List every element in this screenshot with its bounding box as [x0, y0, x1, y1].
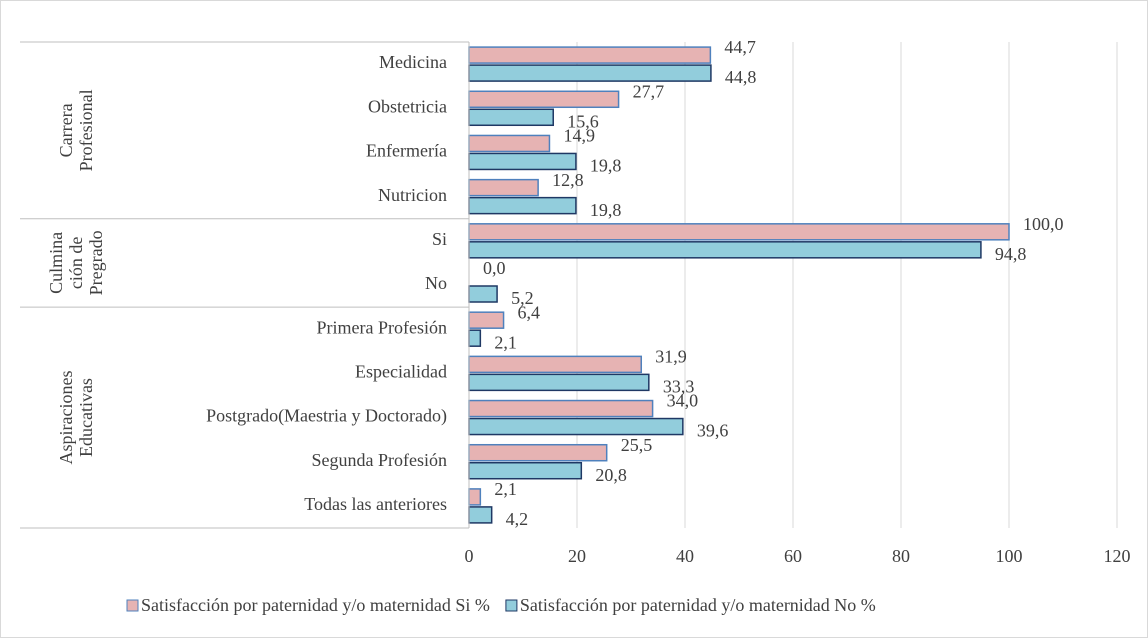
bar	[468, 329, 482, 347]
value-label: 12,8	[552, 170, 584, 190]
value-label: 4,2	[506, 509, 529, 529]
bar	[468, 373, 650, 392]
group-label-line: Aspiraciones	[56, 371, 76, 465]
group-label-line: Culmina	[46, 232, 66, 294]
bar	[468, 506, 493, 524]
bar	[468, 64, 712, 82]
bar	[468, 178, 539, 197]
x-tick-label: 120	[1104, 546, 1131, 566]
y-tick-label: Obstetricia	[368, 96, 447, 116]
value-label: 44,7	[724, 37, 756, 57]
value-label: 19,8	[590, 200, 622, 220]
y-tick-label: Segunda Profesión	[312, 450, 447, 470]
y-tick-label: Nutricion	[378, 185, 447, 205]
bar	[468, 355, 643, 374]
value-label: 39,6	[697, 421, 729, 441]
value-label: 31,9	[655, 346, 687, 366]
group-label-line: Profesional	[76, 89, 96, 171]
bar	[468, 90, 620, 109]
bar	[468, 134, 551, 153]
value-label: 100,0	[1023, 214, 1064, 234]
group-label: AspiracionesEducativas	[56, 371, 96, 465]
value-label: 34,0	[667, 391, 699, 411]
x-tick-label: 0	[465, 546, 474, 566]
value-label: 2,1	[494, 332, 516, 352]
value-label: 27,7	[633, 81, 665, 101]
bar	[468, 152, 577, 171]
bar	[468, 241, 982, 259]
value-label: 15,6	[567, 111, 599, 131]
x-tick-label: 100	[996, 546, 1023, 566]
bar	[468, 417, 684, 436]
x-tick-label: 20	[568, 546, 586, 566]
value-label: 25,5	[621, 435, 653, 455]
y-tick-label: Postgrado(Maestria y Doctorado)	[206, 406, 447, 427]
y-tick-label: Primera Profesión	[317, 317, 447, 337]
value-label: 33,3	[663, 376, 695, 396]
group-label-line: Educativas	[76, 378, 96, 457]
bar	[468, 223, 1010, 241]
value-label: 2,1	[494, 479, 516, 499]
value-label: 14,9	[563, 126, 595, 146]
value-label: 44,8	[725, 67, 757, 87]
legend-swatch	[505, 599, 518, 612]
group-label: CarreraProfesional	[56, 89, 96, 171]
y-tick-label: Especialidad	[355, 361, 447, 381]
value-label: 0,0	[483, 258, 506, 278]
group-label-line: Carrera	[56, 103, 76, 157]
y-tick-label: Medicina	[379, 52, 447, 72]
y-tick-label: Si	[432, 229, 447, 249]
value-label: 5,2	[511, 288, 533, 308]
bar	[468, 196, 577, 215]
x-tick-label: 40	[676, 546, 694, 566]
bar	[468, 461, 583, 480]
group-label: Culminación dePregrado	[46, 230, 106, 295]
y-tick-label: No	[425, 273, 447, 293]
value-label: 94,8	[995, 244, 1026, 264]
y-tick-label: Enfermería	[366, 141, 447, 161]
bar	[468, 108, 554, 127]
bar	[468, 443, 608, 462]
legend-label: Satisfacción por paternidad y/o maternid…	[520, 595, 876, 615]
value-label: 20,8	[595, 465, 627, 485]
legend-swatch	[126, 599, 139, 612]
bar	[468, 285, 498, 303]
value-label: 6,4	[518, 302, 541, 322]
bar	[468, 399, 654, 418]
y-tick-label: Todas las anteriores	[304, 494, 447, 514]
bar	[468, 311, 505, 329]
x-tick-label: 80	[892, 546, 910, 566]
legend-label: Satisfacción por paternidad y/o maternid…	[141, 595, 490, 615]
group-label-line: Pregrado	[86, 230, 106, 295]
value-label: 19,8	[590, 156, 622, 176]
bar	[468, 46, 712, 64]
group-label-line: ción de	[66, 237, 86, 289]
bar	[468, 488, 482, 506]
x-tick-label: 60	[784, 546, 802, 566]
